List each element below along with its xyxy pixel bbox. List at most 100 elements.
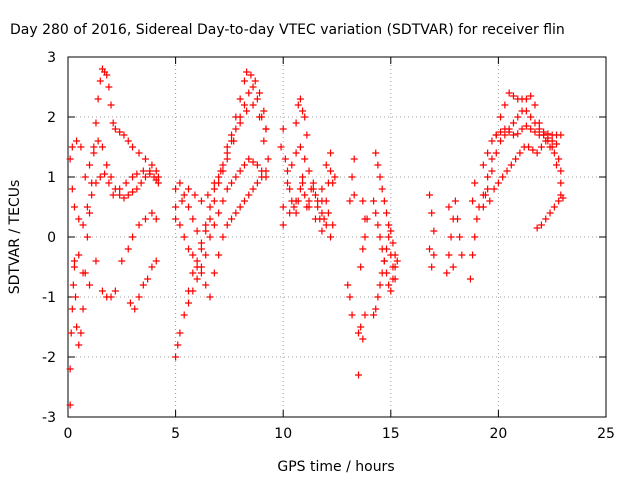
data-point (262, 125, 270, 133)
data-point (129, 143, 137, 151)
y-axis-label: SDTVAR / TECUs (7, 180, 23, 295)
data-point (75, 215, 83, 223)
data-point (378, 185, 386, 193)
data-point (542, 137, 550, 145)
data-point (501, 131, 509, 139)
data-point (210, 197, 218, 205)
data-point (555, 197, 563, 205)
data-point (531, 119, 539, 127)
data-point (426, 245, 434, 253)
data-point (236, 203, 244, 211)
data-point (318, 209, 326, 217)
data-point (522, 122, 530, 130)
data-point (139, 167, 147, 175)
data-point (277, 143, 285, 151)
data-point (305, 167, 313, 175)
data-point (126, 299, 134, 307)
data-point (116, 128, 124, 136)
y-tick-label: 2 (47, 110, 56, 126)
data-point (232, 125, 240, 133)
data-point (152, 176, 160, 184)
data-point (81, 173, 89, 181)
y-tick-label: -2 (42, 350, 56, 366)
data-point (243, 107, 251, 115)
data-point (286, 209, 294, 217)
data-point (327, 167, 335, 175)
data-point (193, 275, 201, 283)
data-point (296, 185, 304, 193)
data-point (469, 197, 477, 205)
data-point (260, 107, 268, 115)
data-point (497, 137, 505, 145)
data-point (509, 92, 517, 100)
data-point (193, 257, 201, 265)
data-point (185, 245, 193, 253)
data-point (473, 215, 481, 223)
data-point (385, 221, 393, 229)
data-point (303, 131, 311, 139)
data-point (94, 137, 102, 145)
data-point (292, 119, 300, 127)
data-point (73, 137, 81, 145)
data-point (223, 143, 231, 151)
data-point (555, 155, 563, 163)
data-point (197, 197, 205, 205)
data-point (202, 227, 210, 235)
data-point (471, 179, 479, 187)
data-point (105, 179, 113, 187)
data-point (133, 185, 141, 193)
data-point (193, 263, 201, 271)
data-point (83, 233, 91, 241)
data-point (122, 179, 130, 187)
data-point (94, 95, 102, 103)
data-point (256, 113, 264, 121)
data-point (249, 185, 257, 193)
axis-ticks: 0 5 10 15 20 25 -3 -2 -1 0 1 2 3 (42, 50, 615, 442)
data-point (185, 287, 193, 295)
data-point (230, 137, 238, 145)
data-point (522, 95, 530, 103)
data-point (249, 158, 257, 166)
data-point (176, 329, 184, 337)
data-point (253, 161, 261, 169)
data-point (232, 113, 240, 121)
data-point (109, 191, 117, 199)
data-point (428, 209, 436, 217)
data-point (247, 71, 255, 79)
data-point (152, 167, 160, 175)
data-point (387, 287, 395, 295)
data-point (331, 173, 339, 181)
data-point (329, 179, 337, 187)
data-point (497, 113, 505, 121)
data-point (236, 167, 244, 175)
data-point (305, 203, 313, 211)
data-point (540, 131, 548, 139)
data-point (529, 146, 537, 154)
data-point (264, 155, 272, 163)
data-point (98, 287, 106, 295)
data-point (129, 173, 137, 181)
data-point (484, 173, 492, 181)
x-tick-label: 10 (274, 426, 292, 442)
data-point (359, 245, 367, 253)
x-tick-label: 25 (597, 426, 615, 442)
data-point (346, 197, 354, 205)
data-point (391, 275, 399, 283)
data-point (240, 77, 248, 85)
data-point (240, 101, 248, 109)
data-point (79, 305, 87, 313)
data-point (546, 143, 554, 151)
data-point (318, 197, 326, 205)
data-point (228, 179, 236, 187)
data-point (77, 143, 85, 151)
data-point (382, 245, 390, 253)
data-point (185, 203, 193, 211)
y-tick-label: 3 (47, 50, 56, 66)
data-point (456, 233, 464, 241)
data-point (301, 113, 309, 121)
data-point (348, 311, 356, 319)
data-point (294, 101, 302, 109)
data-point (512, 155, 520, 163)
data-point (497, 128, 505, 136)
data-point (393, 257, 401, 265)
